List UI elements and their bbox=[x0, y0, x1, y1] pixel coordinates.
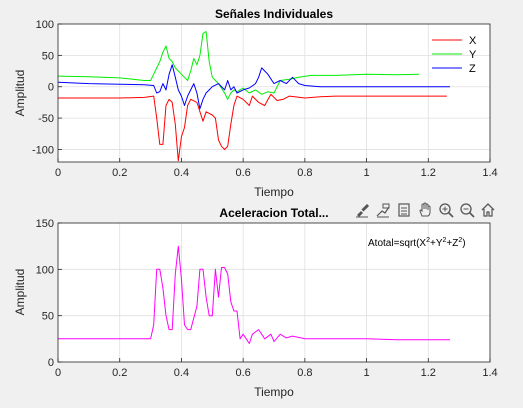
y-tick-label: 100 bbox=[36, 264, 54, 276]
axes2-annotation: Atotal=sqrt(X2+Y2+Z2) bbox=[368, 237, 466, 249]
save-icon[interactable] bbox=[394, 201, 413, 220]
x-tick-label: 1.2 bbox=[421, 367, 436, 379]
axes1-ylabel: Amplitud bbox=[13, 70, 27, 117]
axes2-xlabel: Tiempo bbox=[254, 385, 294, 399]
x-tick-label: 0 bbox=[55, 367, 61, 379]
x-tick-label: 0.4 bbox=[174, 167, 189, 179]
x-tick-label: 0.8 bbox=[297, 367, 312, 379]
axes-toolbar bbox=[352, 200, 497, 220]
x-tick-label: 0.6 bbox=[235, 367, 250, 379]
axes1-title: Señales Individuales bbox=[215, 7, 333, 21]
y-tick-label: 0 bbox=[48, 82, 54, 94]
x-tick-label: 0.2 bbox=[112, 167, 127, 179]
x-tick-label: 1.4 bbox=[482, 167, 497, 179]
zoom-in-icon[interactable] bbox=[436, 201, 455, 220]
y-tick-label: 50 bbox=[42, 311, 54, 323]
home-icon[interactable] bbox=[478, 201, 497, 220]
y-tick-label: -50 bbox=[38, 113, 54, 125]
x-tick-label: 1.2 bbox=[421, 167, 436, 179]
y-tick-label: 150 bbox=[36, 218, 54, 230]
axes2-title: Aceleracion Total... bbox=[219, 206, 328, 220]
x-tick-label: 1.4 bbox=[482, 367, 497, 379]
x-tick-label: 0.6 bbox=[235, 167, 250, 179]
axes2-ylabel: Amplitud bbox=[13, 269, 27, 316]
brush-icon[interactable] bbox=[352, 201, 371, 220]
x-tick-label: 0.4 bbox=[174, 367, 189, 379]
legend-entry-y: Y bbox=[469, 49, 477, 61]
pan-hand-icon[interactable] bbox=[415, 201, 434, 220]
x-tick-label: 0 bbox=[55, 167, 61, 179]
axes-aceleracion-total[interactable]: 0 0.2 0.4 0.6 0.8 1 1.2 1.4 0 50 100 150 Aceleracio… bbox=[13, 206, 498, 399]
x-tick-label: 1 bbox=[364, 367, 370, 379]
zoom-out-icon[interactable] bbox=[457, 201, 476, 220]
axes-senales-individuales[interactable]: 0 0.2 0.4 0.6 0.8 1 1.2 1.4 -100 -50 0 50 100 Señale… bbox=[13, 7, 498, 199]
legend-entry-z: Z bbox=[469, 63, 476, 75]
y-tick-label: 100 bbox=[36, 19, 54, 31]
legend-entry-x: X bbox=[469, 35, 477, 47]
y-tick-label: -100 bbox=[32, 144, 54, 156]
axes1-xlabel: Tiempo bbox=[254, 185, 294, 199]
y-tick-label: 50 bbox=[42, 50, 54, 62]
data-tips-icon[interactable] bbox=[373, 201, 392, 220]
y-tick-label: 0 bbox=[48, 357, 54, 369]
x-tick-label: 0.2 bbox=[112, 367, 127, 379]
x-tick-label: 1 bbox=[364, 167, 370, 179]
x-tick-label: 0.8 bbox=[297, 167, 312, 179]
